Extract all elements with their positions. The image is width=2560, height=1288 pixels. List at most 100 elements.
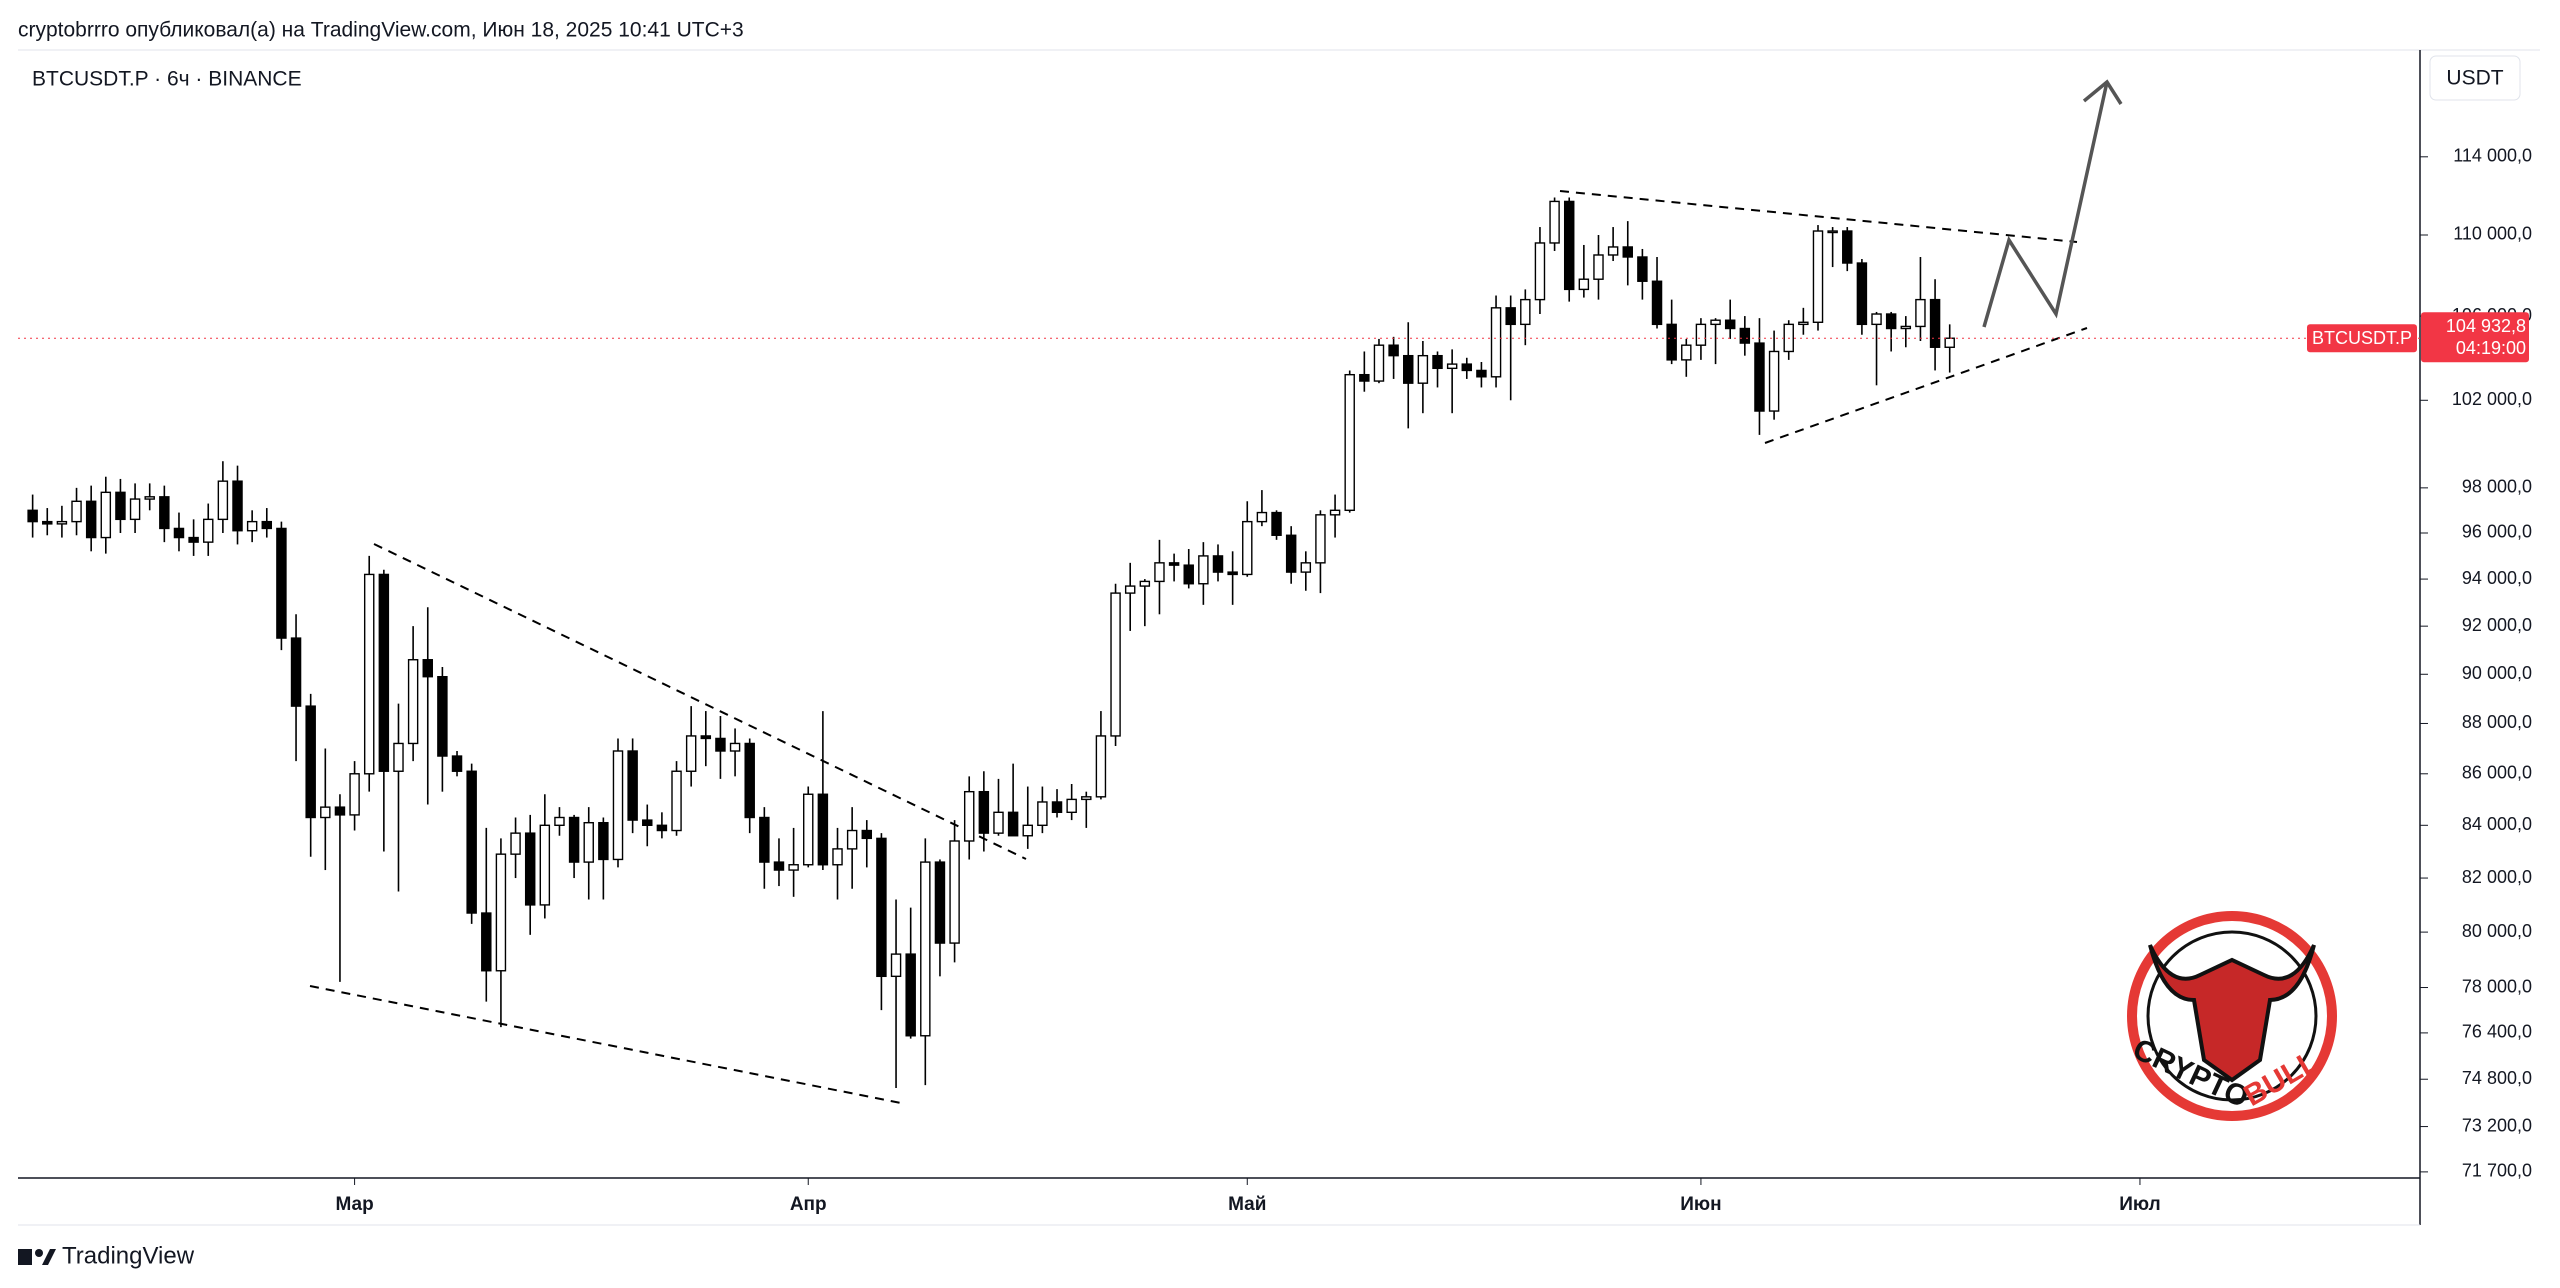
candle-body	[1856, 262, 1868, 326]
candle-body	[1812, 230, 1824, 323]
candle-body	[861, 829, 873, 840]
candle-body	[524, 832, 536, 906]
y-tick-label: 84 000,0	[2462, 814, 2532, 834]
candle-body	[1388, 344, 1399, 357]
candle-body	[451, 755, 463, 772]
candle-body	[949, 840, 960, 944]
trend-line	[1559, 190, 2078, 243]
y-tick-label: 94 000,0	[2462, 568, 2532, 588]
candle-body	[349, 773, 360, 816]
candle-body	[978, 790, 990, 834]
candle-body	[612, 750, 624, 861]
candle-body	[85, 500, 97, 539]
bull-head	[2148, 944, 2316, 1083]
candle-body	[1242, 520, 1253, 576]
candle-body	[466, 770, 477, 914]
candle-body	[627, 750, 638, 821]
candle-body	[1183, 564, 1194, 585]
candle-body	[393, 742, 404, 772]
y-tick-label: 92 000,0	[2462, 615, 2532, 635]
candle-body	[1505, 307, 1516, 326]
trend-line	[309, 985, 907, 1105]
candle-body	[1768, 350, 1780, 412]
candle-body	[832, 848, 843, 866]
candle-body	[56, 520, 68, 525]
candle-body	[744, 742, 755, 819]
candle-body	[1359, 373, 1370, 382]
currency-label[interactable]: USDT	[2446, 67, 2503, 90]
y-tick-label: 74 800,0	[2462, 1068, 2532, 1088]
candle-body	[334, 806, 346, 816]
candle-body	[1929, 298, 1941, 348]
candle-body	[71, 500, 82, 523]
candle-body	[993, 811, 1004, 834]
candle-body	[1842, 230, 1853, 264]
brand-icon	[42, 1249, 56, 1265]
candle-body	[685, 735, 697, 772]
candle-body	[1944, 337, 1955, 348]
candle-body	[1607, 246, 1619, 256]
candle-body	[642, 819, 653, 827]
candle-body	[1139, 580, 1151, 587]
y-tick-label: 114 000,0	[2453, 146, 2532, 166]
candle-body	[1300, 562, 1312, 573]
candle-body	[876, 837, 887, 978]
candle-body	[437, 676, 448, 757]
y-tick-label: 110 000,0	[2453, 224, 2532, 244]
candle-body	[598, 821, 609, 861]
candle-body	[261, 520, 273, 530]
footer-brand: TradingView	[18, 1242, 195, 1269]
candle-body	[1110, 592, 1121, 737]
candle-body	[1798, 321, 1809, 326]
candle-body	[554, 816, 565, 827]
candle-body	[1285, 534, 1297, 573]
candle-body	[1329, 509, 1341, 516]
trend-line	[1764, 327, 2088, 444]
candle-body	[188, 536, 199, 543]
symbol-title: BTCUSDT.P · 6ч · BINANCE	[32, 68, 302, 91]
candle-body	[1022, 824, 1033, 837]
logo: CRYPTO BULL	[2127, 911, 2337, 1121]
y-tick-label: 90 000,0	[2462, 663, 2532, 683]
candle-body	[42, 520, 53, 525]
candle-body	[510, 832, 521, 855]
candle-body	[217, 480, 229, 521]
candle-body	[481, 912, 492, 972]
candle-body	[1651, 280, 1663, 326]
candles	[27, 197, 1955, 1089]
symbol-tag-label: BTCUSDT.P	[2312, 328, 2412, 348]
candle-body	[1637, 256, 1648, 282]
candle-body	[1081, 796, 1092, 801]
candle-body	[1827, 230, 1838, 234]
publisher-line: cryptobrrro опубликовал(а) на TradingVie…	[18, 19, 744, 42]
currency-button[interactable]	[2429, 55, 2521, 101]
countdown-label: 04:19:00	[2456, 338, 2526, 358]
footer-text: TradingView	[62, 1242, 195, 1269]
candle-body	[495, 853, 507, 972]
candle-body	[715, 737, 726, 752]
projection-arrow	[1982, 81, 2109, 328]
candle-body	[1900, 325, 1912, 330]
candle-body	[1432, 354, 1443, 370]
candle-body	[568, 816, 580, 863]
candle-body	[920, 861, 931, 1037]
candle-body	[100, 491, 112, 539]
candle-body	[129, 498, 141, 521]
candle-body	[846, 829, 858, 850]
candle-body	[1578, 278, 1590, 291]
candle-body	[1198, 555, 1209, 585]
x-tick-label: Июн	[1680, 1194, 1721, 1215]
y-tick-label: 82 000,0	[2462, 867, 2532, 887]
candle-body	[759, 816, 770, 863]
candle-body	[407, 659, 419, 745]
candle-body	[1549, 200, 1560, 244]
candle-body	[27, 509, 38, 523]
candle-body	[1461, 363, 1473, 372]
candle-body	[1710, 319, 1721, 326]
candle-body	[890, 953, 902, 978]
brand-icon	[18, 1249, 32, 1265]
candle-body	[1520, 298, 1531, 326]
